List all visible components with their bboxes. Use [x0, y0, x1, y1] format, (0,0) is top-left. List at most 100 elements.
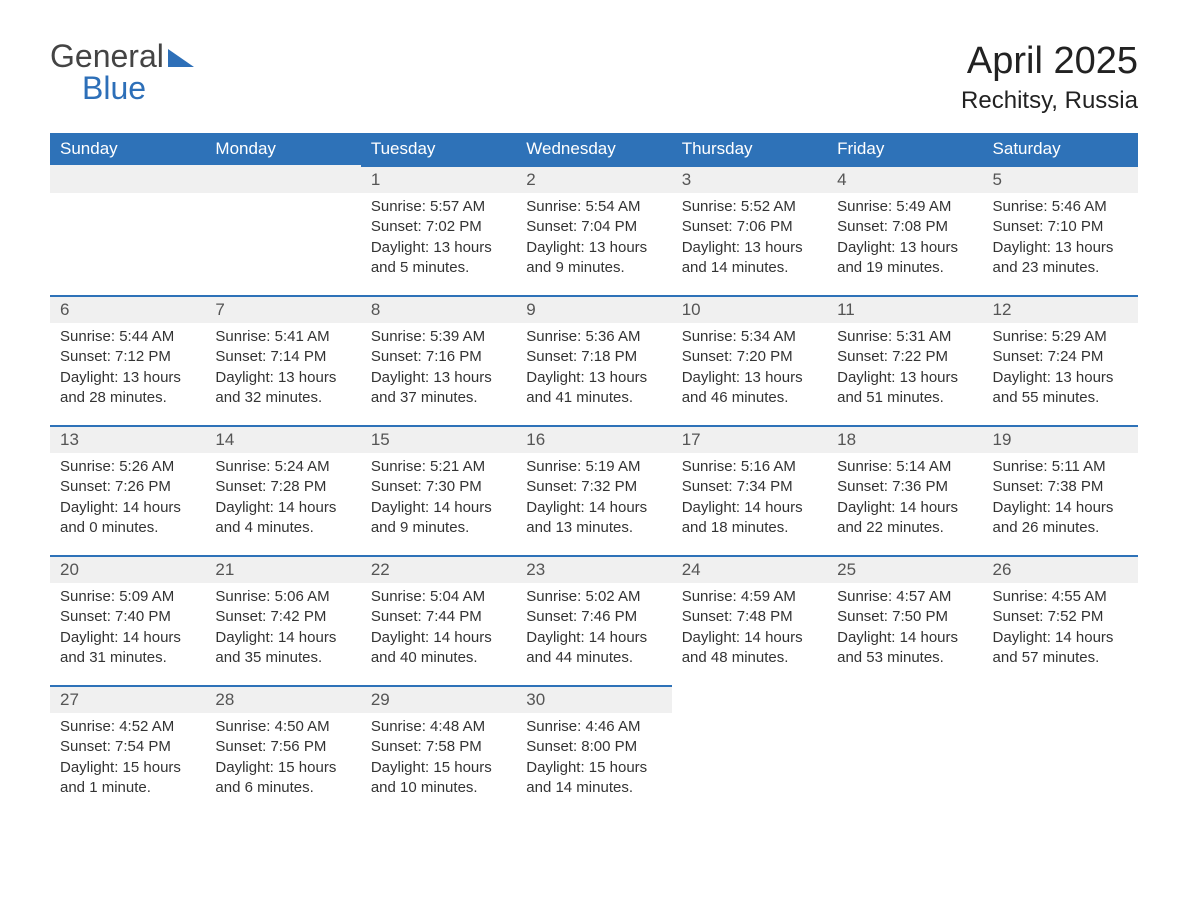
day-detail-line: Sunrise: 5:06 AM [215, 587, 350, 607]
day-detail-line: and 23 minutes. [993, 258, 1128, 278]
day-detail-line: and 13 minutes. [526, 518, 661, 538]
day-detail-line: Daylight: 13 hours [60, 368, 195, 388]
day-detail-line: and 14 minutes. [682, 258, 817, 278]
day-detail-line: Daylight: 13 hours [993, 368, 1128, 388]
day-detail-line: Daylight: 13 hours [215, 368, 350, 388]
weekday-header: Saturday [983, 133, 1138, 165]
day-details: Sunrise: 5:24 AMSunset: 7:28 PMDaylight:… [205, 453, 360, 548]
day-detail-line: Sunset: 7:18 PM [526, 347, 661, 367]
logo: General Blue [50, 40, 194, 104]
day-detail-line: and 9 minutes. [371, 518, 506, 538]
day-detail-line: Daylight: 14 hours [837, 498, 972, 518]
day-detail-line: Sunrise: 5:57 AM [371, 197, 506, 217]
day-details: Sunrise: 5:49 AMSunset: 7:08 PMDaylight:… [827, 193, 982, 288]
day-detail-line: Sunset: 7:26 PM [60, 477, 195, 497]
day-detail-line: Daylight: 13 hours [682, 238, 817, 258]
calendar-cell: 8Sunrise: 5:39 AMSunset: 7:16 PMDaylight… [361, 295, 516, 425]
calendar-week-row: 6Sunrise: 5:44 AMSunset: 7:12 PMDaylight… [50, 295, 1138, 425]
day-details: Sunrise: 5:52 AMSunset: 7:06 PMDaylight:… [672, 193, 827, 288]
day-detail-line: Sunrise: 5:26 AM [60, 457, 195, 477]
day-detail-line: Sunrise: 5:54 AM [526, 197, 661, 217]
calendar-cell: 19Sunrise: 5:11 AMSunset: 7:38 PMDayligh… [983, 425, 1138, 555]
day-number-bar: 7 [205, 295, 360, 323]
calendar-cell: 7Sunrise: 5:41 AMSunset: 7:14 PMDaylight… [205, 295, 360, 425]
day-detail-line: and 48 minutes. [682, 648, 817, 668]
calendar-cell: 6Sunrise: 5:44 AMSunset: 7:12 PMDaylight… [50, 295, 205, 425]
calendar-cell: 18Sunrise: 5:14 AMSunset: 7:36 PMDayligh… [827, 425, 982, 555]
day-detail-line: Sunrise: 5:39 AM [371, 327, 506, 347]
calendar-cell: 20Sunrise: 5:09 AMSunset: 7:40 PMDayligh… [50, 555, 205, 685]
day-detail-line: Sunrise: 5:44 AM [60, 327, 195, 347]
day-detail-line: Sunset: 7:28 PM [215, 477, 350, 497]
day-detail-line: Sunrise: 5:52 AM [682, 197, 817, 217]
day-detail-line: Sunset: 7:40 PM [60, 607, 195, 627]
day-number-bar: 20 [50, 555, 205, 583]
day-details: Sunrise: 5:04 AMSunset: 7:44 PMDaylight:… [361, 583, 516, 678]
day-detail-line: Daylight: 13 hours [837, 368, 972, 388]
day-detail-line: Sunset: 7:24 PM [993, 347, 1128, 367]
day-detail-line: Sunrise: 5:21 AM [371, 457, 506, 477]
day-detail-line: Daylight: 13 hours [526, 238, 661, 258]
day-detail-line: Daylight: 14 hours [215, 628, 350, 648]
calendar-cell: 9Sunrise: 5:36 AMSunset: 7:18 PMDaylight… [516, 295, 671, 425]
day-detail-line: Sunrise: 5:36 AM [526, 327, 661, 347]
day-detail-line: Sunset: 7:22 PM [837, 347, 972, 367]
weekday-header: Friday [827, 133, 982, 165]
day-detail-line: Sunset: 8:00 PM [526, 737, 661, 757]
day-detail-line: Sunrise: 5:29 AM [993, 327, 1128, 347]
calendar-cell: 5Sunrise: 5:46 AMSunset: 7:10 PMDaylight… [983, 165, 1138, 295]
day-detail-line: and 14 minutes. [526, 778, 661, 798]
day-detail-line: Sunset: 7:12 PM [60, 347, 195, 367]
day-detail-line: Sunset: 7:38 PM [993, 477, 1128, 497]
calendar-cell: 26Sunrise: 4:55 AMSunset: 7:52 PMDayligh… [983, 555, 1138, 685]
day-detail-line: Sunrise: 5:31 AM [837, 327, 972, 347]
day-detail-line: Daylight: 15 hours [526, 758, 661, 778]
day-detail-line: Sunrise: 5:02 AM [526, 587, 661, 607]
calendar-cell: 22Sunrise: 5:04 AMSunset: 7:44 PMDayligh… [361, 555, 516, 685]
day-details: Sunrise: 5:29 AMSunset: 7:24 PMDaylight:… [983, 323, 1138, 418]
calendar-cell: 3Sunrise: 5:52 AMSunset: 7:06 PMDaylight… [672, 165, 827, 295]
day-detail-line: and 31 minutes. [60, 648, 195, 668]
day-detail-line: and 28 minutes. [60, 388, 195, 408]
day-detail-line: Daylight: 14 hours [993, 628, 1128, 648]
day-number-bar: 10 [672, 295, 827, 323]
location-subtitle: Rechitsy, Russia [961, 87, 1138, 115]
day-detail-line: Sunset: 7:58 PM [371, 737, 506, 757]
day-detail-line: Daylight: 13 hours [993, 238, 1128, 258]
day-detail-line: and 41 minutes. [526, 388, 661, 408]
calendar-week-row: 13Sunrise: 5:26 AMSunset: 7:26 PMDayligh… [50, 425, 1138, 555]
day-detail-line: Daylight: 15 hours [371, 758, 506, 778]
day-details: Sunrise: 5:26 AMSunset: 7:26 PMDaylight:… [50, 453, 205, 548]
day-number-bar: 14 [205, 425, 360, 453]
day-detail-line: Sunrise: 5:16 AM [682, 457, 817, 477]
day-detail-line: Sunset: 7:34 PM [682, 477, 817, 497]
day-number-bar: 1 [361, 165, 516, 193]
day-details: Sunrise: 5:36 AMSunset: 7:18 PMDaylight:… [516, 323, 671, 418]
calendar-cell [983, 685, 1138, 815]
day-detail-line: and 6 minutes. [215, 778, 350, 798]
day-detail-line: Sunrise: 5:34 AM [682, 327, 817, 347]
day-detail-line: Daylight: 14 hours [60, 628, 195, 648]
calendar-cell: 16Sunrise: 5:19 AMSunset: 7:32 PMDayligh… [516, 425, 671, 555]
day-details: Sunrise: 5:19 AMSunset: 7:32 PMDaylight:… [516, 453, 671, 548]
day-detail-line: Sunrise: 5:46 AM [993, 197, 1128, 217]
day-detail-line: Sunset: 7:06 PM [682, 217, 817, 237]
day-number-bar: 17 [672, 425, 827, 453]
day-details: Sunrise: 5:57 AMSunset: 7:02 PMDaylight:… [361, 193, 516, 288]
calendar-cell: 10Sunrise: 5:34 AMSunset: 7:20 PMDayligh… [672, 295, 827, 425]
day-detail-line: Sunrise: 4:46 AM [526, 717, 661, 737]
day-detail-line: Sunset: 7:14 PM [215, 347, 350, 367]
day-detail-line: Daylight: 14 hours [215, 498, 350, 518]
day-detail-line: and 22 minutes. [837, 518, 972, 538]
day-detail-line: and 19 minutes. [837, 258, 972, 278]
day-details: Sunrise: 5:46 AMSunset: 7:10 PMDaylight:… [983, 193, 1138, 288]
day-detail-line: and 35 minutes. [215, 648, 350, 668]
day-detail-line: and 10 minutes. [371, 778, 506, 798]
calendar-cell: 13Sunrise: 5:26 AMSunset: 7:26 PMDayligh… [50, 425, 205, 555]
day-details: Sunrise: 5:54 AMSunset: 7:04 PMDaylight:… [516, 193, 671, 288]
day-detail-line: Sunset: 7:44 PM [371, 607, 506, 627]
calendar-week-row: 20Sunrise: 5:09 AMSunset: 7:40 PMDayligh… [50, 555, 1138, 685]
calendar-cell: 14Sunrise: 5:24 AMSunset: 7:28 PMDayligh… [205, 425, 360, 555]
page-header: General Blue April 2025 Rechitsy, Russia [50, 40, 1138, 115]
day-detail-line: and 46 minutes. [682, 388, 817, 408]
